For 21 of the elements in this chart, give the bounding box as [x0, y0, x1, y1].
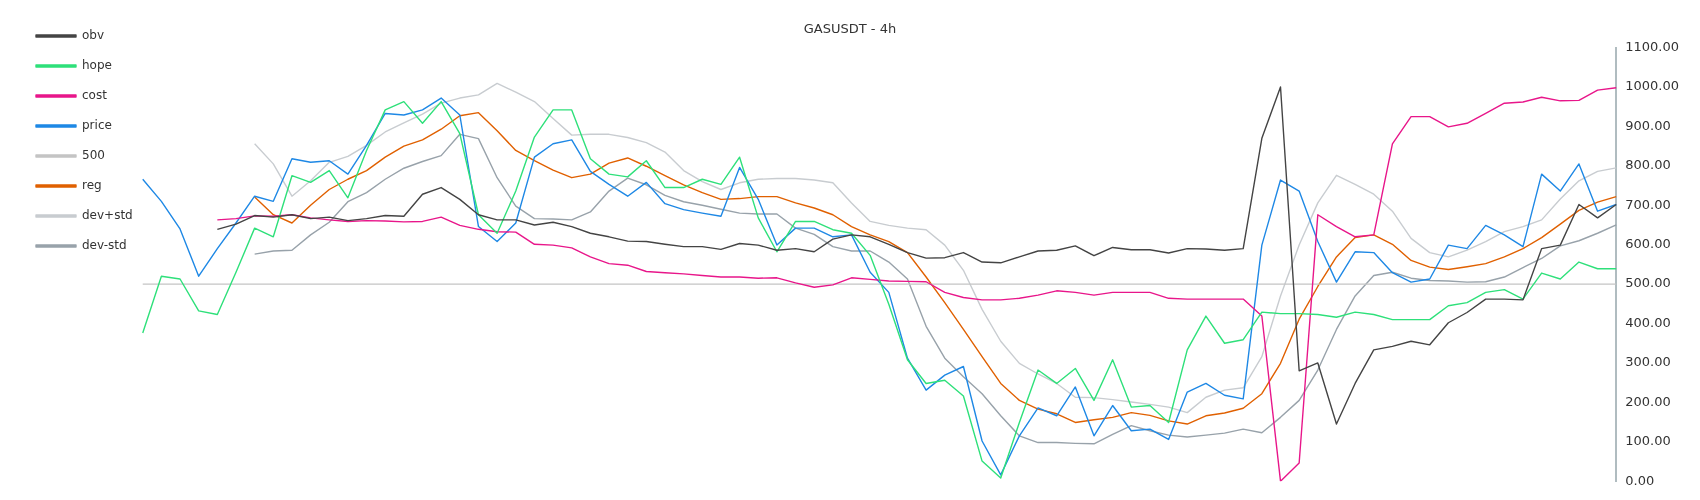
y-tick-label: 900.00: [1625, 117, 1671, 133]
y-tick-label: 200.00: [1625, 393, 1671, 409]
legend-label: dev+std: [82, 208, 133, 223]
y-tick-label: 800.00: [1625, 157, 1671, 173]
y-tick-label: 500.00: [1625, 275, 1671, 291]
y-tick-label: 1100.00: [1625, 38, 1680, 54]
y-tick-label: 700.00: [1625, 196, 1671, 212]
legend-label: 500: [82, 148, 105, 163]
legend-label: reg: [82, 178, 102, 193]
legend-label: cost: [82, 88, 108, 103]
y-tick-label: 0.00: [1625, 472, 1655, 488]
legend-label: price: [82, 118, 112, 133]
legend-label: hope: [82, 58, 112, 73]
y-tick-label: 400.00: [1625, 314, 1671, 330]
y-tick-label: 300.00: [1625, 354, 1671, 370]
legend-label: dev-std: [82, 238, 127, 253]
y-tick-label: 100.00: [1625, 433, 1671, 449]
legend-label: obv: [82, 28, 105, 43]
chart-title: GASUSDT - 4h: [803, 21, 897, 37]
y-tick-label: 600.00: [1625, 236, 1671, 252]
y-tick-label: 1000.00: [1625, 78, 1680, 94]
